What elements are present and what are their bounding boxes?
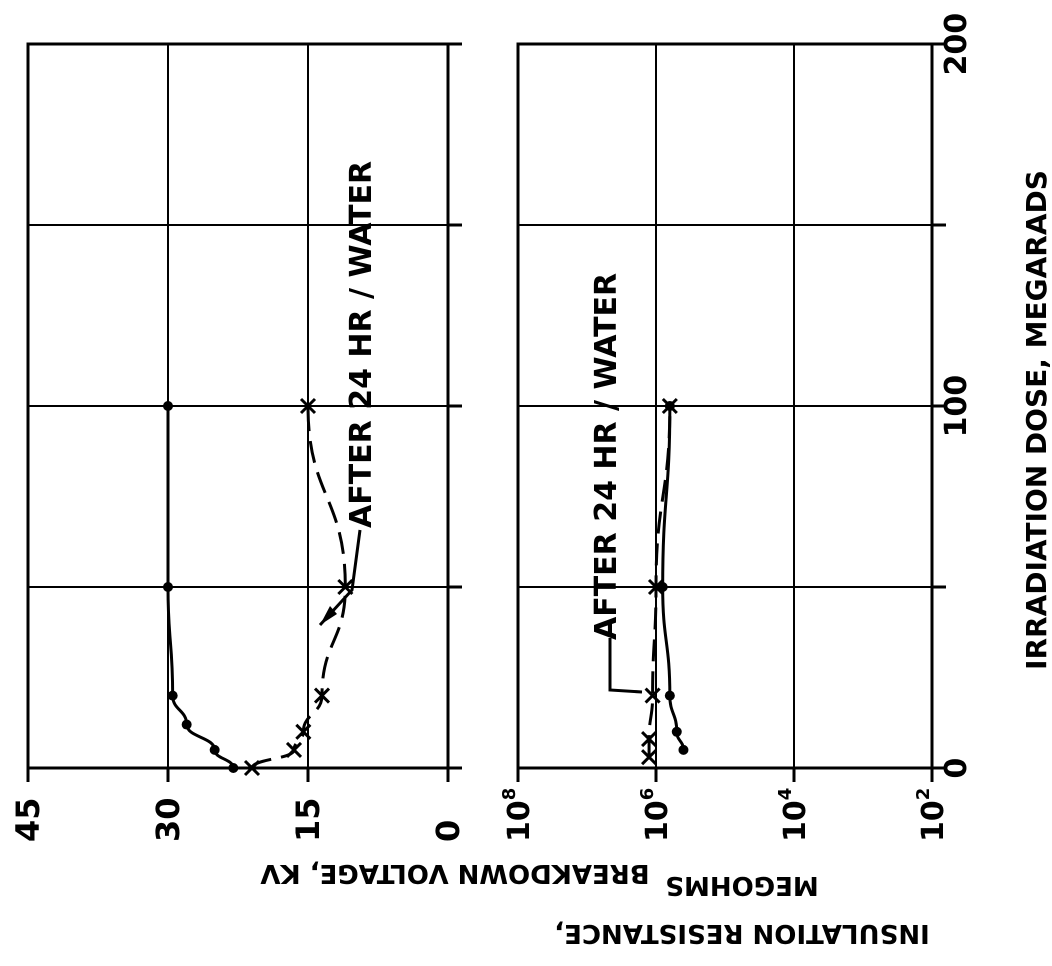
resistance-data-point-x [641,749,658,766]
voltage-y-tick-label: 0 [429,820,467,842]
voltage-data-point-dot [163,401,173,411]
resistance-annotation: AFTER 24 HR / WATER [589,273,624,640]
resistance-data-point-dot [678,744,689,755]
voltage-data-point-dot [228,763,239,773]
voltage-data-point-dot [167,690,178,701]
resistance-series-after-water-line [647,405,672,758]
voltage-data-point-x [313,687,331,704]
resistance-data-point-dot [671,726,682,737]
voltage-data-point-x [243,759,261,777]
resistance-y-axis-title-line1: INSULATION RESISTANCE, [554,918,930,948]
resistance-data-point-x [661,397,678,415]
x-tick-label: 200 [939,13,974,76]
x-tick-label: 100 [939,375,974,438]
voltage-data-point-x [295,723,312,740]
resistance-y-tick-label: 104 [775,788,813,842]
resistance-y-tick-label: 106 [637,788,675,842]
voltage-y-tick-label: 30 [149,797,187,842]
voltage-data-point-x [285,741,303,758]
voltage-annotation: AFTER 24 HR / WATER [344,161,379,528]
x-axis-title: IRRADIATION DOSE, MEGARADS [1020,170,1052,670]
voltage-data-point-dot [163,582,173,592]
voltage-annotation-leader [318,529,362,627]
voltage-y-tick-label: 45 [9,797,47,842]
voltage-data-point-dot [209,744,220,755]
resistance-y-tick-label: 108 [499,788,537,842]
resistance-y-tick-label: 102 [913,788,951,842]
voltage-annotation-arrowhead [320,606,337,625]
voltage-y-tick-label: 15 [289,797,327,842]
voltage-data-point-x [299,397,317,415]
resistance-annotation-leader [608,638,643,694]
x-tick-label: 0 [939,758,974,779]
resistance-data-point-x [647,578,665,596]
resistance-y-axis-title-line2: MEGOHMS [665,870,818,900]
resistance-data-point-x [641,730,658,748]
resistance-data-point-dot [664,690,675,701]
voltage-y-axis-title: BREAKDOWN VOLTAGE, KV [260,858,649,888]
resistance-data-point-x [644,687,661,704]
voltage-panel: 45 30 15 0 AFTER 24 HR / WATER BREAKDOWN VO… [9,42,650,888]
voltage-data-point-dot [181,719,192,730]
